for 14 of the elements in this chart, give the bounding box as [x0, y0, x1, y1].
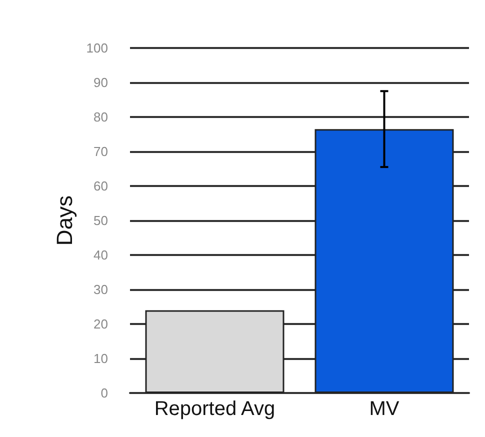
y-tick-label: 70 [94, 144, 108, 159]
y-tick-label: 10 [94, 351, 108, 366]
y-tick-label: 40 [94, 248, 108, 262]
y-tick-label: 20 [94, 316, 108, 332]
y-tick-label: 80 [94, 110, 108, 124]
y-axis-title: Days [52, 195, 77, 246]
y-tick-label: 100 [86, 40, 108, 56]
y-tick-label: 30 [94, 282, 108, 297]
x-tick-label: Reported Avg [154, 398, 276, 420]
y-tick-label: 90 [94, 75, 108, 90]
y-tick-label: 50 [94, 213, 108, 228]
y-tick-label: 60 [94, 178, 108, 194]
y-tick-label: 0 [100, 386, 108, 400]
x-tick-label: MV [369, 398, 400, 420]
